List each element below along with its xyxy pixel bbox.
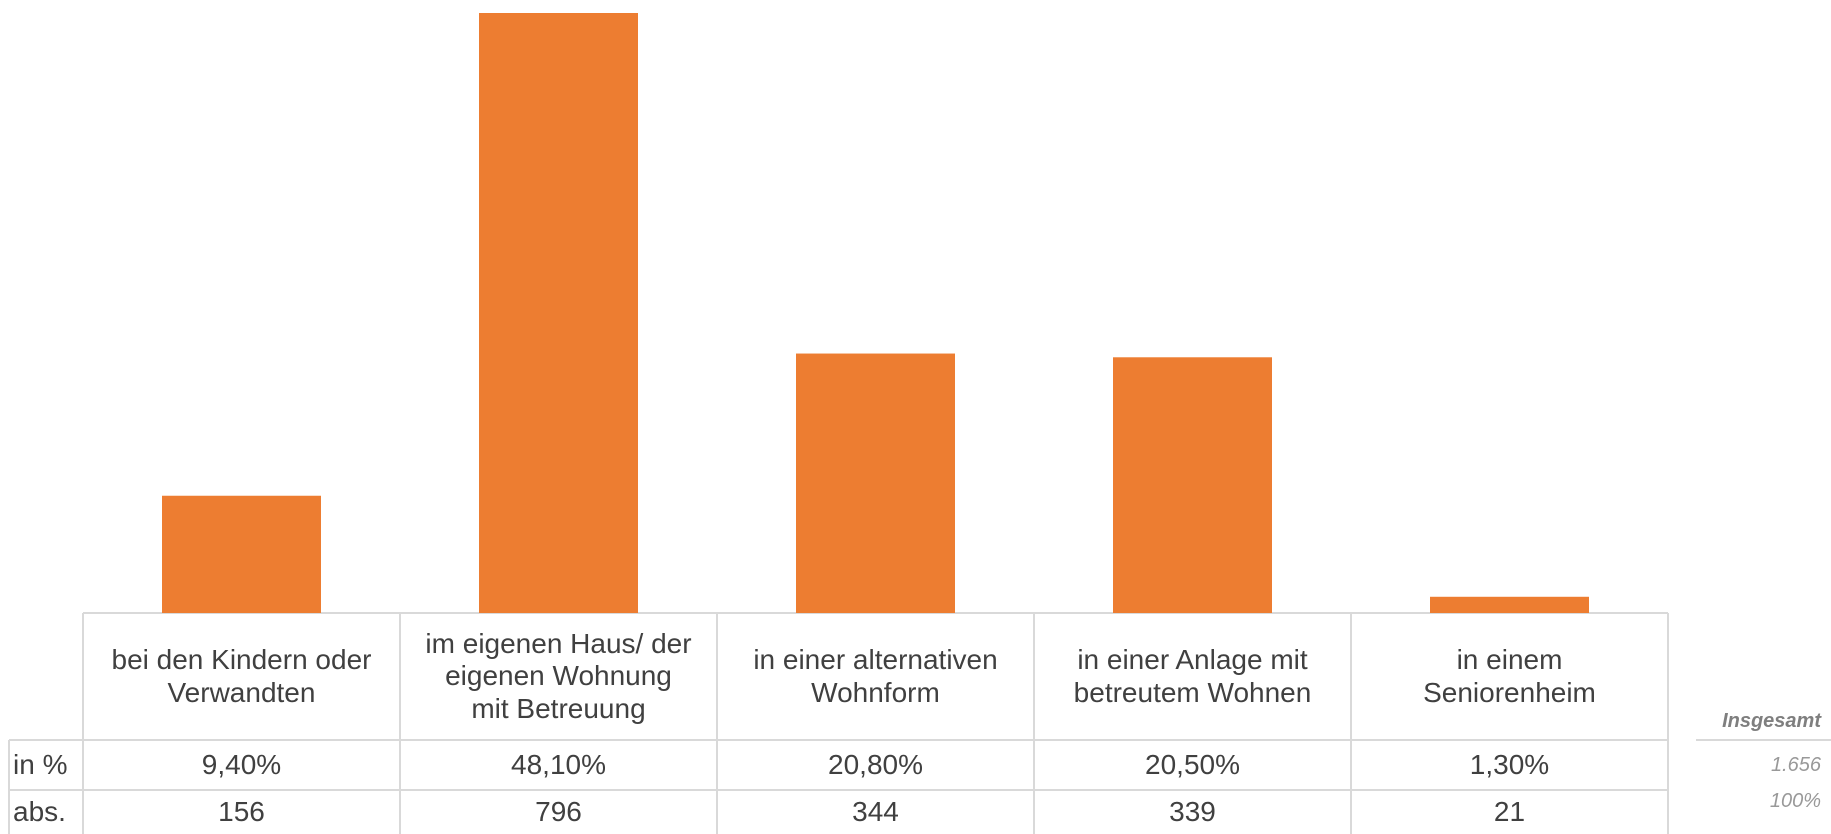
abs-cell: 796 <box>535 795 582 827</box>
total-value: 100% <box>1769 790 1821 812</box>
percent-cell: 1,30% <box>1469 748 1550 780</box>
bar <box>162 495 321 613</box>
percent-cell: 20,50% <box>1145 748 1240 780</box>
bar <box>1430 596 1589 613</box>
bar <box>1113 357 1272 613</box>
category-label: in einer alternativen Wohnform <box>753 644 998 708</box>
percent-cell: 9,40% <box>201 748 282 780</box>
abs-cell: 339 <box>1169 795 1216 827</box>
category-label: in einer Anlage mit betreutem Wohnen <box>1073 644 1312 708</box>
bar <box>479 13 638 613</box>
bar <box>796 353 955 613</box>
percent-cell: 48,10% <box>511 748 606 780</box>
percent-cell: 20,80% <box>828 748 923 780</box>
abs-cell: 156 <box>218 795 265 827</box>
total-value: 1.656 <box>1770 754 1821 776</box>
abs-cell: 344 <box>852 795 899 827</box>
category-label: im eigenen Haus/ der eigenen Wohnung mit… <box>425 628 692 724</box>
row-label: in % <box>13 748 68 780</box>
abs-cell: 21 <box>1493 795 1526 827</box>
category-label: bei den Kindern oder Verwandten <box>111 644 372 708</box>
category-label: in einem Seniorenheim <box>1423 644 1596 708</box>
total-title: Insgesamt <box>1722 710 1821 732</box>
row-label: abs. <box>13 795 66 827</box>
